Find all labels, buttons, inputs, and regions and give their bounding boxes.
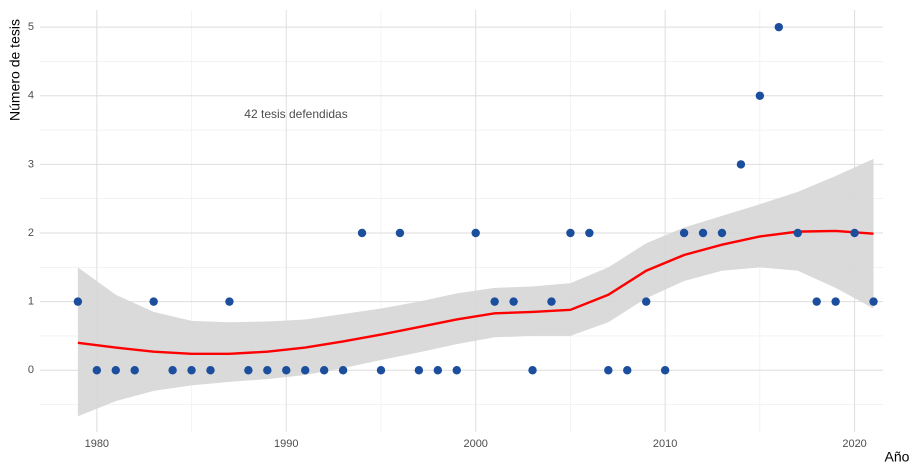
point xyxy=(244,366,253,375)
x-axis-title: Año xyxy=(885,449,910,465)
point xyxy=(509,297,518,306)
point xyxy=(528,366,537,375)
point xyxy=(433,366,443,375)
point xyxy=(679,228,689,238)
point xyxy=(774,22,784,32)
y-tick-label: 0 xyxy=(28,364,34,376)
point xyxy=(755,91,765,100)
point xyxy=(357,228,367,238)
point xyxy=(395,228,405,238)
point xyxy=(736,160,746,169)
x-tick-label: 2020 xyxy=(842,438,866,450)
point xyxy=(812,297,821,306)
point xyxy=(547,297,556,306)
point xyxy=(471,228,480,238)
x-tick-label: 2010 xyxy=(653,438,677,450)
point xyxy=(225,297,234,306)
point xyxy=(660,366,670,375)
y-tick-label: 1 xyxy=(28,296,34,308)
point xyxy=(111,366,120,375)
point xyxy=(717,228,727,238)
point xyxy=(319,366,329,375)
point xyxy=(263,366,272,375)
point xyxy=(206,366,215,375)
smooth-line xyxy=(77,229,874,355)
annotation: 42 tesis defendidas xyxy=(244,107,347,121)
point xyxy=(149,297,158,306)
point xyxy=(376,366,386,375)
point xyxy=(282,366,291,375)
point xyxy=(130,366,139,375)
y-axis-title: Número de tesis xyxy=(7,19,23,121)
point xyxy=(793,228,802,238)
point xyxy=(869,297,878,306)
point xyxy=(301,366,310,375)
y-tick-label: 2 xyxy=(28,227,34,239)
x-tick-label: 1980 xyxy=(85,438,109,450)
point xyxy=(92,366,102,375)
point xyxy=(831,297,840,306)
point xyxy=(414,366,424,375)
point xyxy=(585,228,594,238)
point xyxy=(168,366,177,375)
point xyxy=(698,228,708,238)
point xyxy=(642,297,651,306)
point xyxy=(338,366,348,375)
y-tick-label: 5 xyxy=(28,21,34,33)
point xyxy=(566,228,575,238)
point xyxy=(490,297,499,306)
x-tick-label: 2000 xyxy=(463,438,487,450)
x-tick-label: 1990 xyxy=(274,438,298,450)
y-tick-label: 4 xyxy=(28,90,34,102)
point xyxy=(73,297,83,306)
point xyxy=(187,366,196,375)
point xyxy=(850,228,859,238)
point xyxy=(452,366,461,375)
point xyxy=(604,366,613,375)
y-tick-label: 3 xyxy=(28,158,34,170)
point xyxy=(623,366,632,375)
